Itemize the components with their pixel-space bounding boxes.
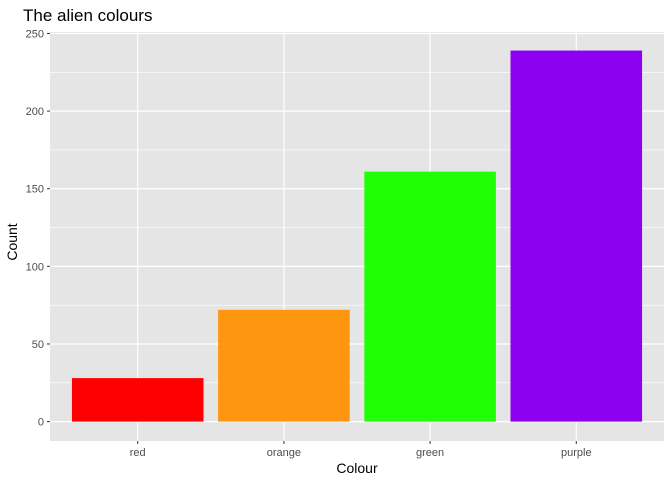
- y-tick-label: 200: [26, 106, 44, 118]
- y-tick-label: 0: [38, 417, 44, 429]
- bar-green: [364, 171, 496, 422]
- y-tick-label: 150: [26, 184, 44, 196]
- x-tick-label: purple: [561, 447, 592, 459]
- y-axis-title: Count: [4, 223, 20, 260]
- bar-purple: [510, 50, 643, 422]
- y-tick-label: 50: [32, 339, 44, 351]
- bar-red: [71, 378, 204, 422]
- x-axis-title: Colour: [336, 460, 378, 476]
- bars: [71, 50, 643, 422]
- chart-title: The alien colours: [23, 6, 152, 25]
- x-tick-label: red: [130, 447, 146, 459]
- x-tick-label: green: [416, 447, 444, 459]
- y-tick-label: 250: [26, 28, 44, 40]
- y-axis: 0 50 100 150 200 250: [26, 28, 50, 429]
- y-tick-label: 100: [26, 261, 44, 273]
- x-axis: red orange green purple: [130, 441, 592, 459]
- bar-orange: [218, 309, 350, 422]
- x-tick-label: orange: [267, 447, 301, 459]
